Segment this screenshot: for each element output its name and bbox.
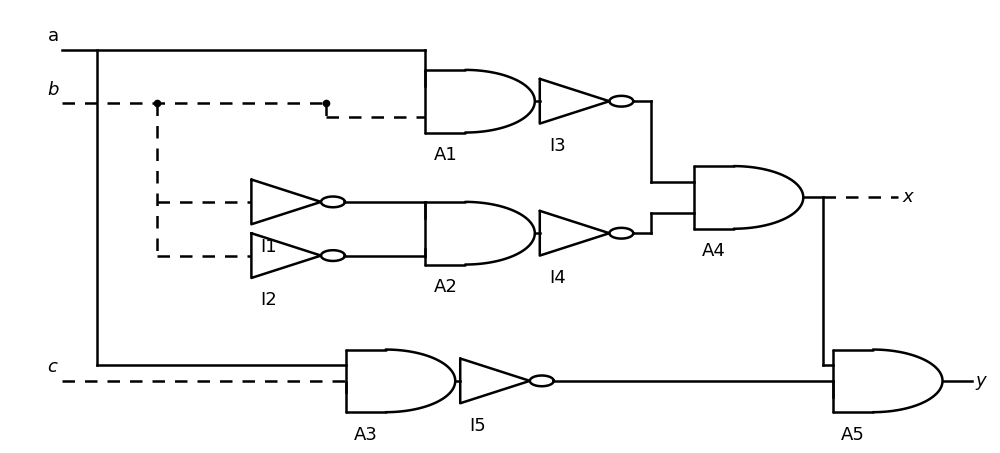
Text: c: c: [48, 358, 57, 376]
Text: y: y: [975, 372, 986, 390]
Text: I1: I1: [260, 238, 277, 255]
Text: I2: I2: [260, 291, 277, 309]
Text: I4: I4: [549, 269, 566, 287]
Text: A2: A2: [433, 278, 457, 296]
Text: a: a: [48, 27, 59, 45]
Text: A1: A1: [433, 146, 457, 164]
Text: A5: A5: [841, 426, 865, 443]
Text: I3: I3: [549, 137, 566, 155]
Text: b: b: [48, 81, 59, 99]
Text: I5: I5: [469, 417, 486, 435]
Text: A3: A3: [354, 426, 378, 443]
Text: A4: A4: [702, 242, 726, 260]
Text: x: x: [903, 188, 913, 207]
